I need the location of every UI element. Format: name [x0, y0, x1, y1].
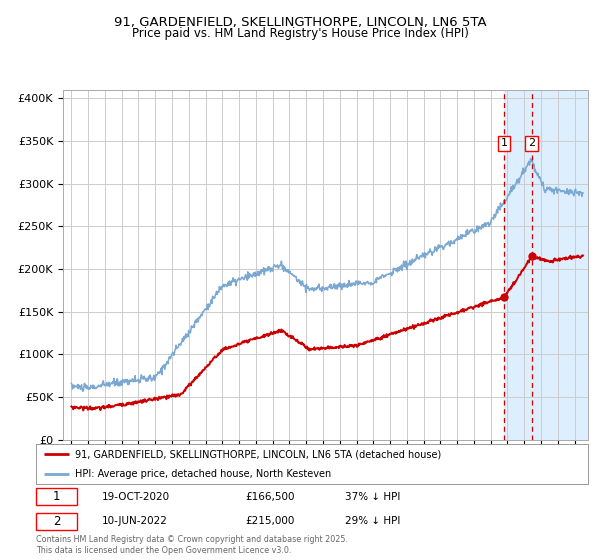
Text: Contains HM Land Registry data © Crown copyright and database right 2025.
This d: Contains HM Land Registry data © Crown c… [36, 535, 348, 555]
Text: 29% ↓ HPI: 29% ↓ HPI [345, 516, 400, 526]
Text: 37% ↓ HPI: 37% ↓ HPI [345, 492, 400, 502]
Bar [504, 90, 588, 440]
Text: 19-OCT-2020: 19-OCT-2020 [102, 492, 170, 502]
Text: Price paid vs. HM Land Registry's House Price Index (HPI): Price paid vs. HM Land Registry's House … [131, 27, 469, 40]
Text: 10-JUN-2022: 10-JUN-2022 [102, 516, 168, 526]
Text: 91, GARDENFIELD, SKELLINGTHORPE, LINCOLN, LN6 5TA: 91, GARDENFIELD, SKELLINGTHORPE, LINCOLN… [113, 16, 487, 29]
Text: 91, GARDENFIELD, SKELLINGTHORPE, LINCOLN, LN6 5TA (detached house): 91, GARDENFIELD, SKELLINGTHORPE, LINCOLN… [74, 449, 441, 459]
Text: £166,500: £166,500 [246, 492, 295, 502]
Text: 1: 1 [53, 490, 60, 503]
FancyBboxPatch shape [36, 513, 77, 530]
Text: 1: 1 [500, 138, 508, 148]
Text: £215,000: £215,000 [246, 516, 295, 526]
Text: 2: 2 [528, 138, 535, 148]
Text: 2: 2 [53, 515, 60, 528]
Text: HPI: Average price, detached house, North Kesteven: HPI: Average price, detached house, Nort… [74, 469, 331, 479]
FancyBboxPatch shape [36, 488, 77, 505]
